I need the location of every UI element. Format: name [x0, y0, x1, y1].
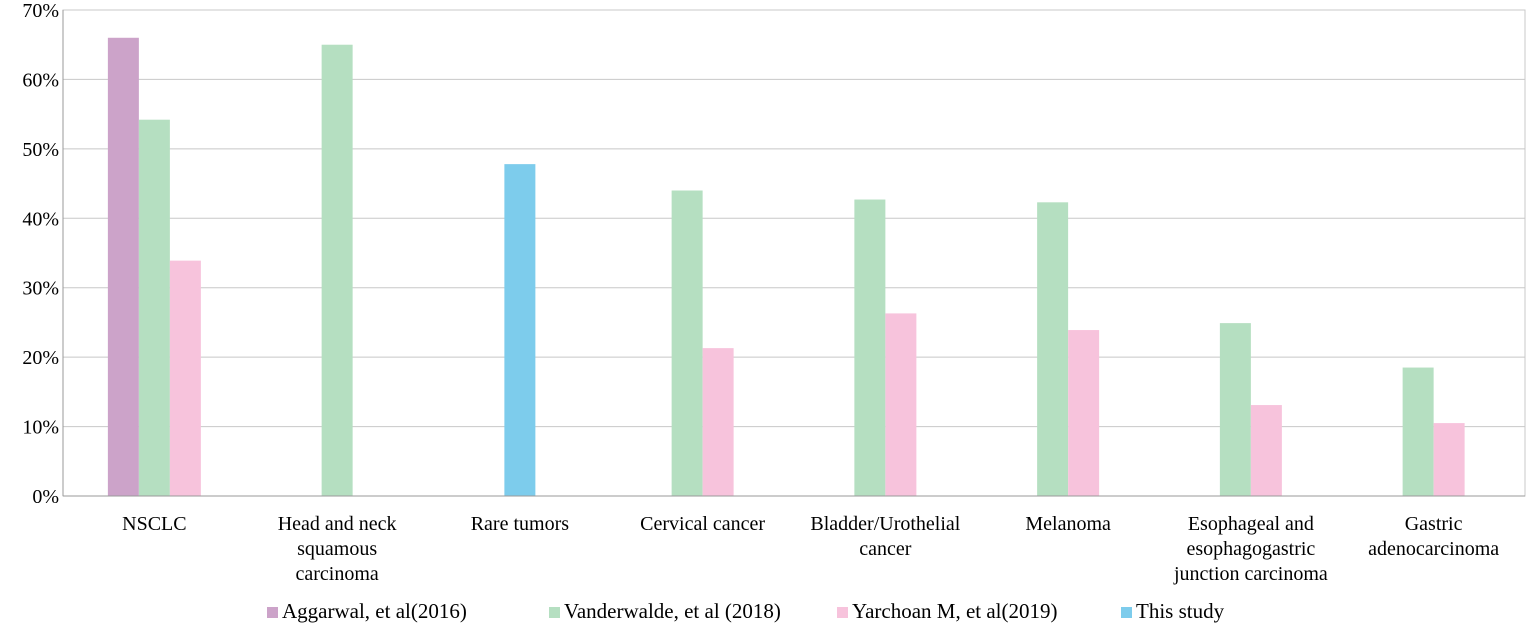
bar-yarchoan-m-et-al-2019--cat6 [1250, 405, 1282, 496]
x-category-label: Melanoma [1025, 513, 1111, 535]
legend-label: This study [1136, 599, 1225, 623]
y-tick-label: 70% [22, 0, 59, 22]
x-category-label: cancer [859, 538, 912, 560]
bar-yarchoan-m-et-al-2019--cat7 [1433, 423, 1465, 496]
bar-vanderwalde-et-al-2018--cat1 [321, 44, 353, 496]
gridlines [63, 9, 1525, 428]
y-tick-label: 50% [22, 139, 59, 161]
bar-vanderwalde-et-al-2018--cat4 [854, 199, 886, 497]
legend-label: Aggarwal, et al(2016) [282, 599, 467, 623]
bar-vanderwalde-et-al-2018--cat6 [1219, 323, 1251, 496]
bars [107, 37, 1465, 497]
y-tick-label: 30% [22, 278, 59, 300]
bar-yarchoan-m-et-al-2019--cat5 [1068, 330, 1100, 496]
legend-label: Yarchoan M, et al(2019) [852, 599, 1058, 623]
x-category-label: NSCLC [122, 513, 186, 535]
x-category-label: Gastric [1405, 513, 1463, 535]
y-axis-tick-labels: 0% 10% 20% 30% 40% 50% 60% 70% [22, 0, 59, 508]
x-category-label: Cervical cancer [640, 513, 765, 535]
x-category-label: Rare tumors [471, 513, 570, 535]
plot-border [62, 9, 1526, 497]
legend-swatch [267, 607, 278, 618]
x-category-label: Esophageal and [1188, 513, 1314, 535]
bar-vanderwalde-et-al-2018--cat5 [1037, 202, 1069, 496]
x-category-label: esophagogastric [1186, 538, 1315, 560]
y-tick-label: 10% [22, 417, 59, 439]
y-tick-label: 40% [22, 208, 59, 230]
axes [62, 9, 1526, 497]
legend-label: Vanderwalde, et al (2018) [564, 599, 781, 623]
y-tick-label: 20% [22, 347, 59, 369]
x-category-label: squamous [297, 538, 377, 560]
legend-swatch [1121, 607, 1132, 618]
x-category-label: adenocarcinoma [1368, 538, 1499, 560]
y-tick-label: 0% [32, 486, 59, 508]
x-category-label: Bladder/Urothelial [810, 513, 960, 535]
x-category-label: Head and neck [278, 513, 397, 535]
bar-yarchoan-m-et-al-2019--cat0 [169, 260, 201, 496]
bar-vanderwalde-et-al-2018--cat7 [1402, 367, 1434, 496]
x-category-label: junction carcinoma [1173, 563, 1328, 585]
legend-swatch [837, 607, 848, 618]
bar-yarchoan-m-et-al-2019--cat4 [885, 313, 917, 496]
bar-aggarwal-et-al-2016--cat0 [107, 37, 139, 497]
legend: Aggarwal, et al(2016) Vanderwalde, et al … [267, 599, 1225, 623]
y-tick-label: 60% [22, 69, 59, 91]
x-category-label: carcinoma [295, 563, 378, 585]
legend-swatch [549, 607, 560, 618]
bar-vanderwalde-et-al-2018--cat3 [671, 190, 703, 496]
bar-this-study-cat2 [504, 164, 536, 497]
bar-yarchoan-m-et-al-2019--cat3 [702, 348, 734, 496]
x-axis-category-labels: NSCLC Head and neck squamous carcinoma Rare … [122, 513, 1499, 585]
bar-vanderwalde-et-al-2018--cat0 [138, 119, 170, 496]
